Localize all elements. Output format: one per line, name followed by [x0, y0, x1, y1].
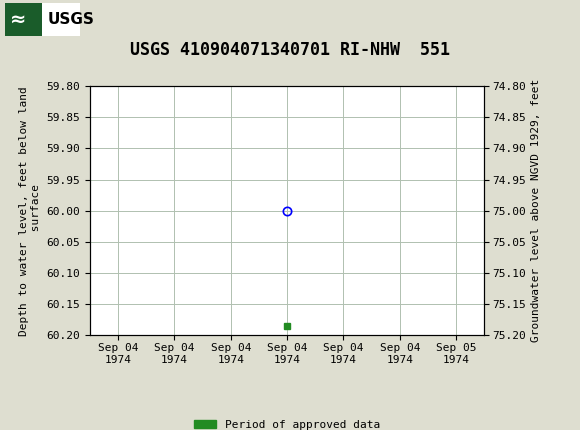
Y-axis label: Depth to water level, feet below land
 surface: Depth to water level, feet below land su… [19, 86, 41, 335]
Y-axis label: Groundwater level above NGVD 1929, feet: Groundwater level above NGVD 1929, feet [531, 79, 541, 342]
Text: USGS: USGS [48, 12, 95, 27]
Bar [5, 3, 80, 36]
Bar [5, 3, 42, 36]
Text: USGS 410904071340701 RI-NHW  551: USGS 410904071340701 RI-NHW 551 [130, 41, 450, 59]
Text: ≈: ≈ [10, 10, 27, 29]
Legend: Period of approved data: Period of approved data [190, 416, 385, 430]
